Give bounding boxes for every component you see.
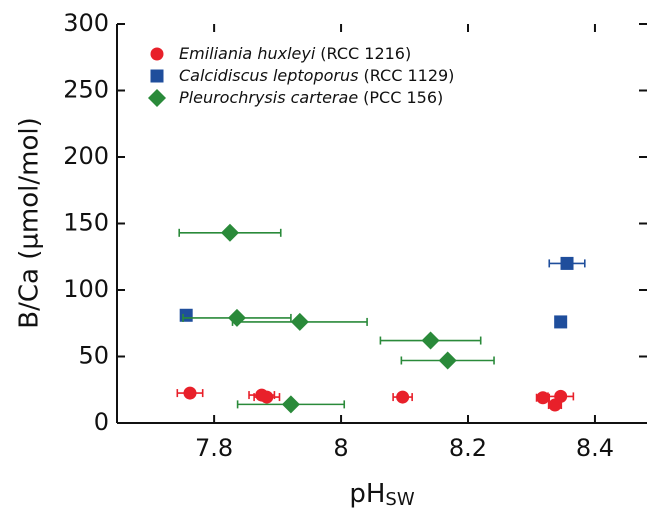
legend-name: Pleurochrysis carterae	[179, 88, 358, 107]
x-tick-label: 8.4	[576, 434, 614, 462]
point	[396, 390, 410, 404]
legend-strain: (RCC 1129)	[363, 66, 454, 85]
x-tick-label: 8.2	[449, 434, 487, 462]
x-tick-label: 7.8	[195, 434, 233, 462]
point	[260, 390, 274, 404]
point	[227, 308, 246, 327]
point	[281, 395, 300, 414]
legend-marker	[150, 47, 164, 61]
y-tick-label: 50	[78, 342, 109, 370]
point	[548, 398, 562, 412]
legend-marker	[148, 89, 166, 107]
legend-label: Calcidiscus leptoporus (RCC 1129)	[179, 66, 454, 85]
point	[220, 223, 239, 242]
point	[438, 351, 457, 370]
legend-name: Emiliania huxleyi	[179, 44, 316, 63]
point	[290, 312, 309, 331]
y-tick-label: 200	[63, 142, 109, 170]
point	[421, 331, 440, 350]
legend-strain: (RCC 1216)	[320, 44, 411, 63]
y-axis-label: B/Ca (µmol/mol)	[15, 117, 45, 328]
point	[536, 391, 550, 405]
point	[554, 315, 568, 329]
y-tick-label: 100	[63, 275, 109, 303]
x-axis-label: pHSW	[349, 479, 414, 511]
legend-marker	[150, 69, 164, 83]
x-tick-label: 8	[333, 434, 348, 462]
y-tick-label: 250	[63, 76, 109, 104]
legend-label: Emiliania huxleyi (RCC 1216)	[179, 44, 411, 63]
y-tick-label: 0	[94, 408, 109, 436]
y-tick-label: 300	[63, 9, 109, 37]
point	[560, 256, 574, 270]
legend-strain: (PCC 156)	[363, 88, 443, 107]
point	[183, 386, 197, 400]
y-tick-label: 150	[63, 209, 109, 237]
legend-label: Pleurochrysis carterae (PCC 156)	[179, 88, 443, 107]
legend-name: Calcidiscus leptoporus	[179, 66, 358, 85]
point	[179, 308, 193, 322]
